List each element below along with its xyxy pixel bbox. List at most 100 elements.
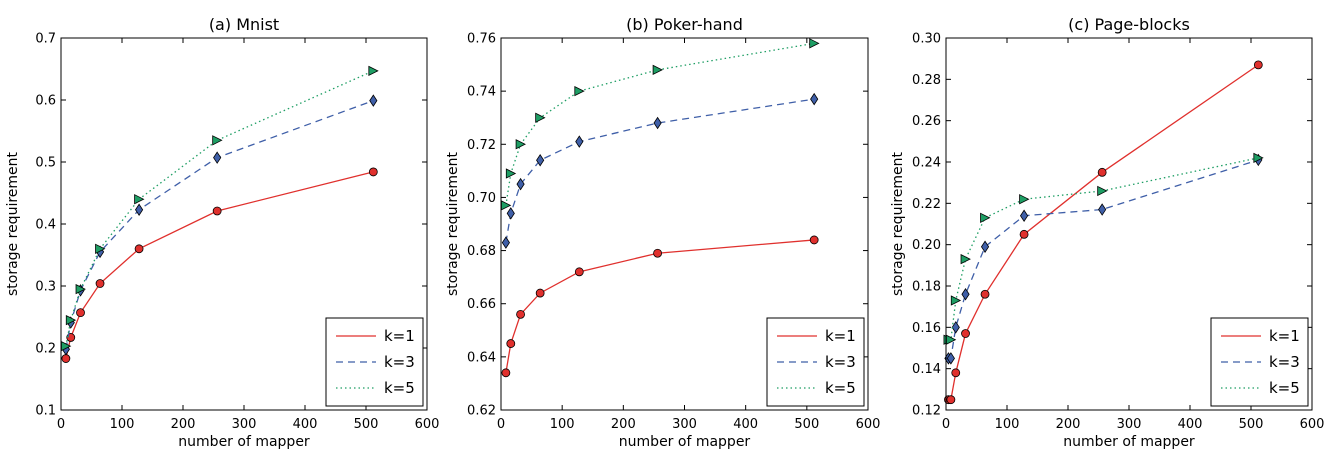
data-point: [516, 309, 525, 319]
y-tick-label: 0.5: [35, 156, 56, 171]
x-tick-label: 0: [942, 417, 950, 432]
data-point: [506, 207, 515, 220]
series-line: [948, 159, 1259, 359]
legend-label: k=1: [825, 327, 856, 345]
legend-label: k=3: [1269, 353, 1300, 371]
data-point: [75, 283, 86, 295]
legend-label: k=5: [1269, 379, 1300, 397]
data-point: [575, 135, 584, 148]
data-point: [653, 248, 662, 258]
data-point: [1020, 209, 1029, 222]
data-point: [980, 289, 990, 299]
x-tick-label: 100: [110, 417, 135, 432]
y-tick-label: 0.6: [35, 94, 56, 109]
y-tick-label: 0.22: [912, 197, 941, 212]
data-point: [134, 194, 145, 205]
plot-frame: [945, 37, 1313, 411]
data-point: [505, 168, 517, 179]
x-axis-label: number of mapper: [178, 434, 310, 450]
data-point: [516, 177, 525, 191]
x-tick-label: 500: [354, 417, 379, 432]
data-point: [506, 339, 516, 348]
x-tick-label: 100: [995, 417, 1020, 432]
data-point: [1019, 194, 1030, 205]
data-point: [212, 135, 223, 146]
data-point: [946, 395, 956, 405]
y-tick-label: 0.64: [467, 350, 496, 365]
data-point: [1097, 167, 1107, 177]
x-tick-label: 200: [611, 417, 636, 432]
series-k=1: [61, 167, 378, 363]
x-tick-label: 400: [293, 417, 318, 432]
data-point: [960, 253, 971, 265]
data-point: [134, 244, 144, 254]
data-point: [810, 92, 819, 106]
x-tick-label: 400: [733, 417, 758, 432]
y-tick-label: 0.12: [912, 404, 941, 419]
series-k=5: [943, 152, 1264, 345]
series-line: [948, 157, 1259, 341]
y-tick-label: 0.4: [35, 218, 56, 233]
data-point: [535, 112, 546, 123]
data-point: [574, 85, 585, 97]
chart-panel-2: (b) Poker-hand 0 100 200 300 400 500 600 0.62 0.6…: [445, 15, 880, 450]
x-tick-label: 300: [1117, 417, 1142, 432]
series-line: [65, 100, 374, 350]
data-point: [500, 200, 512, 211]
y-tick-label: 0.72: [467, 138, 496, 153]
chart-panel-3: (c) Page-blocks 0 100 200 300 400 500 600 0.12 0.…: [890, 15, 1324, 450]
x-tick-label: 300: [232, 417, 257, 432]
legend: k=1 k=3 k=5: [766, 317, 865, 407]
legend-label: k=3: [825, 353, 856, 371]
data-point: [809, 235, 819, 245]
plot-frame: [500, 37, 869, 411]
y-axis-label: storage requirement: [5, 151, 21, 296]
data-point: [501, 368, 511, 378]
chart-title: (b) Poker-hand: [626, 15, 743, 34]
data-point: [1019, 229, 1029, 239]
y-tick-label: 0.2: [35, 342, 56, 357]
x-tick-label: 600: [415, 417, 440, 432]
y-tick-label: 0.68: [467, 244, 496, 259]
y-tick-label: 0.20: [912, 238, 941, 253]
legend-label: k=5: [825, 379, 856, 397]
series-k=3: [61, 94, 378, 356]
data-point: [95, 243, 106, 254]
data-point: [536, 153, 545, 167]
x-tick-label: 200: [1056, 417, 1081, 432]
series-k=5: [500, 38, 820, 211]
data-point: [574, 267, 584, 277]
x-tick-label: 500: [794, 417, 819, 432]
y-tick-label: 0.14: [912, 362, 941, 377]
data-point: [212, 206, 222, 216]
data-point: [809, 38, 820, 49]
legend: k=1 k=3 k=5: [325, 317, 424, 407]
data-point: [951, 368, 961, 378]
y-tick-label: 0.62: [467, 404, 496, 419]
x-tick-label: 600: [856, 417, 881, 432]
data-point: [368, 167, 378, 177]
y-tick-label: 0.7: [35, 32, 56, 47]
data-point: [1253, 60, 1263, 70]
data-point: [61, 354, 71, 363]
legend-label: k=1: [384, 327, 415, 345]
data-point: [76, 308, 85, 318]
data-point: [961, 288, 970, 301]
data-point: [515, 139, 526, 150]
data-point: [95, 279, 105, 288]
y-axis-label: storage requirement: [445, 151, 461, 296]
chart-title: (a) Mnist: [209, 15, 279, 34]
y-tick-label: 0.26: [912, 114, 941, 129]
y-tick-label: 0.28: [912, 73, 941, 88]
series-k=5: [60, 65, 379, 352]
series-k=3: [944, 153, 1263, 365]
plot-frame: [60, 37, 428, 411]
x-tick-label: 200: [171, 417, 196, 432]
legend-label: k=1: [1269, 327, 1300, 345]
x-tick-label: 300: [672, 417, 697, 432]
data-point: [1098, 203, 1107, 216]
data-point: [980, 212, 991, 223]
data-point: [950, 295, 962, 306]
series-k=1: [501, 235, 819, 378]
y-tick-label: 0.1: [35, 404, 56, 419]
